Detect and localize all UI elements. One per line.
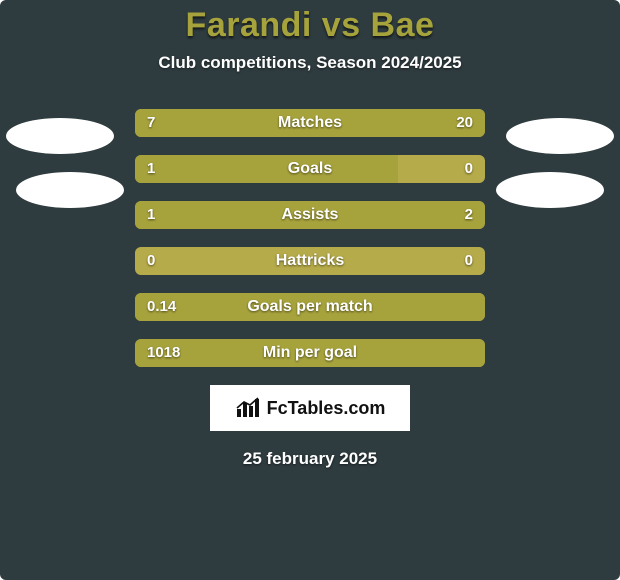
team-badge-right-1: [506, 118, 614, 154]
stat-label: Assists: [135, 201, 485, 229]
stat-row: 1018Min per goal: [135, 339, 485, 367]
page-title: Farandi vs Bae: [0, 6, 620, 45]
team-badge-left-2: [16, 172, 124, 208]
stat-label: Min per goal: [135, 339, 485, 367]
stat-row: 720Matches: [135, 109, 485, 137]
stats-container: 720Matches 10Goals 12Assists 00Hattricks 0.1…: [135, 109, 485, 367]
comparison-card: Farandi vs Bae Club competitions, Season…: [0, 0, 620, 580]
stat-label: Hattricks: [135, 247, 485, 275]
team-badge-left-1: [6, 118, 114, 154]
stat-row: 00Hattricks: [135, 247, 485, 275]
brand-badge: FcTables.com: [210, 385, 410, 431]
brand-text: FcTables.com: [267, 398, 386, 419]
stat-label: Goals per match: [135, 293, 485, 321]
stat-label: Matches: [135, 109, 485, 137]
subtitle: Club competitions, Season 2024/2025: [0, 53, 620, 73]
stat-row: 0.14Goals per match: [135, 293, 485, 321]
stat-row: 12Assists: [135, 201, 485, 229]
team-badge-right-2: [496, 172, 604, 208]
bar-chart-icon: [235, 397, 261, 419]
stat-label: Goals: [135, 155, 485, 183]
date-text: 25 february 2025: [0, 449, 620, 469]
stat-row: 10Goals: [135, 155, 485, 183]
